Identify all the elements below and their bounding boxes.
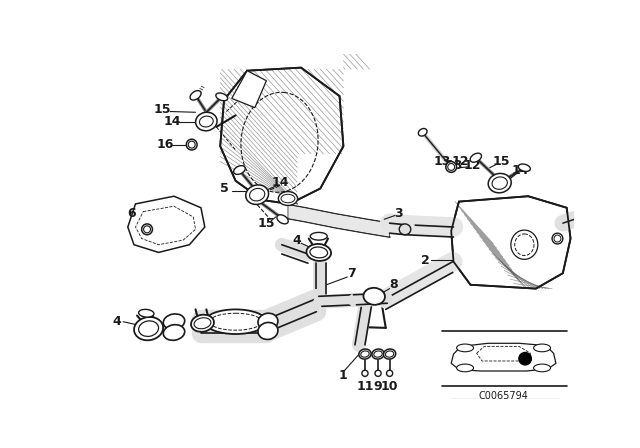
Text: 16: 16 bbox=[156, 138, 173, 151]
Ellipse shape bbox=[258, 313, 278, 330]
Text: 3: 3 bbox=[394, 207, 403, 220]
Ellipse shape bbox=[372, 349, 384, 359]
Ellipse shape bbox=[246, 185, 269, 204]
Ellipse shape bbox=[387, 370, 393, 376]
Ellipse shape bbox=[196, 112, 217, 131]
Text: 6: 6 bbox=[127, 207, 136, 220]
Ellipse shape bbox=[134, 317, 163, 340]
Ellipse shape bbox=[191, 314, 214, 332]
Text: 10: 10 bbox=[381, 380, 398, 393]
Ellipse shape bbox=[359, 349, 371, 359]
Text: 4: 4 bbox=[113, 315, 122, 328]
Text: 15: 15 bbox=[258, 217, 275, 230]
Text: 15: 15 bbox=[493, 155, 510, 168]
Text: 1: 1 bbox=[339, 369, 348, 382]
Ellipse shape bbox=[456, 344, 474, 352]
Ellipse shape bbox=[190, 90, 201, 100]
Ellipse shape bbox=[216, 93, 228, 101]
Text: 14: 14 bbox=[164, 115, 181, 128]
Text: 2: 2 bbox=[420, 254, 429, 267]
Ellipse shape bbox=[552, 233, 563, 244]
Ellipse shape bbox=[278, 192, 298, 206]
Ellipse shape bbox=[234, 166, 245, 174]
Ellipse shape bbox=[141, 224, 152, 235]
Ellipse shape bbox=[258, 323, 278, 340]
Text: 11: 11 bbox=[356, 380, 374, 393]
Ellipse shape bbox=[163, 314, 185, 330]
Text: 14: 14 bbox=[512, 164, 529, 177]
Ellipse shape bbox=[534, 344, 550, 352]
Ellipse shape bbox=[518, 164, 531, 172]
Text: 14: 14 bbox=[271, 176, 289, 189]
Polygon shape bbox=[451, 196, 570, 289]
Ellipse shape bbox=[362, 370, 368, 376]
Polygon shape bbox=[128, 196, 205, 252]
Ellipse shape bbox=[364, 288, 385, 305]
Text: C0065794: C0065794 bbox=[479, 391, 529, 401]
Text: 12: 12 bbox=[452, 155, 469, 168]
Ellipse shape bbox=[470, 153, 481, 162]
Text: 5: 5 bbox=[220, 182, 228, 195]
Ellipse shape bbox=[163, 325, 185, 340]
Polygon shape bbox=[288, 205, 390, 237]
Ellipse shape bbox=[446, 162, 456, 172]
Ellipse shape bbox=[383, 349, 396, 359]
Ellipse shape bbox=[139, 310, 154, 317]
Circle shape bbox=[518, 352, 532, 366]
Ellipse shape bbox=[399, 224, 411, 235]
Ellipse shape bbox=[456, 364, 474, 372]
Text: 13: 13 bbox=[434, 155, 451, 168]
Text: 13: 13 bbox=[445, 159, 463, 172]
Ellipse shape bbox=[419, 129, 427, 136]
Ellipse shape bbox=[277, 215, 288, 224]
Text: 12: 12 bbox=[463, 159, 481, 172]
Ellipse shape bbox=[488, 173, 511, 193]
Polygon shape bbox=[451, 343, 556, 371]
Text: 7: 7 bbox=[347, 267, 355, 280]
Ellipse shape bbox=[310, 233, 327, 240]
Text: 9: 9 bbox=[374, 380, 382, 393]
Ellipse shape bbox=[375, 370, 381, 376]
Ellipse shape bbox=[205, 310, 266, 334]
Polygon shape bbox=[232, 71, 266, 108]
Polygon shape bbox=[220, 68, 344, 204]
Text: 8: 8 bbox=[389, 278, 398, 291]
Text: 15: 15 bbox=[154, 103, 172, 116]
Text: 4: 4 bbox=[293, 233, 301, 246]
Ellipse shape bbox=[534, 364, 550, 372]
Ellipse shape bbox=[307, 244, 331, 261]
Ellipse shape bbox=[186, 139, 197, 150]
